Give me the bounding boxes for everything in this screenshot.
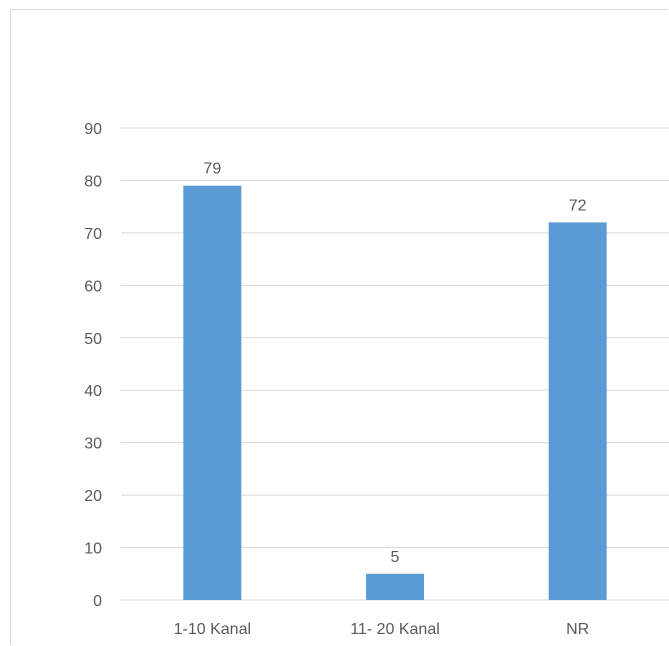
x-tick-label: 1-10 Kanal [174,621,251,638]
x-tick-label: 11- 20 Kanal [350,621,440,638]
y-tick-label: 60 [84,278,102,295]
y-tick-label: 80 [84,173,102,190]
y-axis-ticks: 0 10 20 30 40 50 60 70 80 90 [84,121,102,610]
x-axis-ticks: 1-10 Kanal 11- 20 Kanal NR [174,621,590,638]
x-tick-label: NR [566,621,589,638]
y-tick-label: 10 [84,541,102,558]
y-tick-label: 90 [84,121,102,138]
data-labels: 79 5 72 [203,161,586,566]
y-tick-label: 50 [84,331,102,348]
y-tick-label: 20 [84,488,102,505]
y-tick-label: 0 [93,593,102,610]
data-label: 72 [569,197,587,214]
data-label: 79 [203,161,221,178]
y-tick-label: 30 [84,436,102,453]
chart-area [10,9,668,645]
bar-3 [548,222,607,600]
bars [183,185,607,600]
y-tick-label: 70 [84,226,102,243]
bar-2 [366,573,424,600]
y-tick-label: 40 [84,383,102,400]
data-label: 5 [391,549,400,566]
bar-1 [183,185,242,600]
